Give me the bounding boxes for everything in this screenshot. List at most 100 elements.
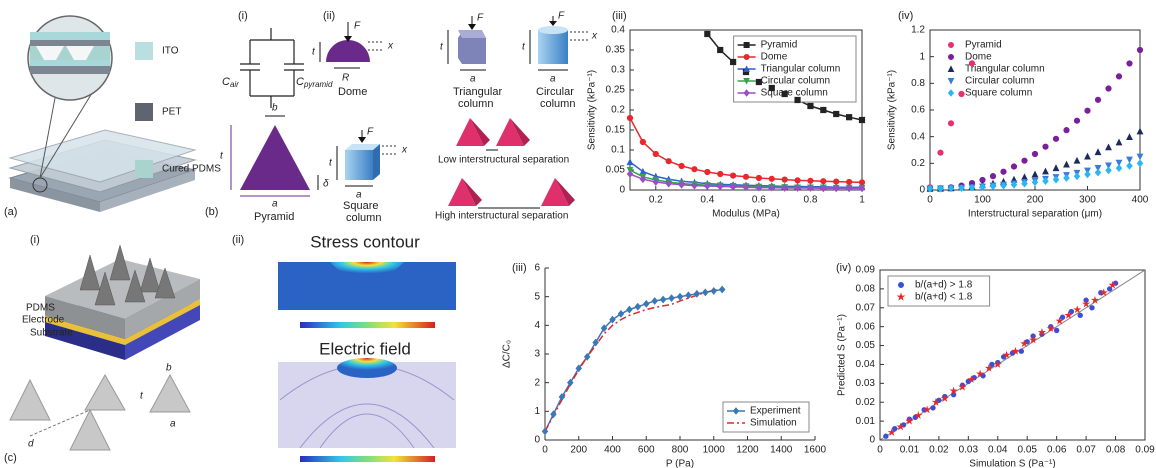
y-tick-label: 0: [869, 435, 875, 446]
legend-label: Dome: [761, 52, 788, 63]
y-tick-label: 0.2: [911, 158, 925, 169]
marker: [1022, 158, 1027, 163]
y-tick-label: 4: [534, 320, 540, 331]
symbol: t: [440, 42, 444, 53]
symbol: t: [220, 151, 224, 162]
y-tick-label: 2: [534, 377, 540, 388]
panel-label: (b): [205, 206, 218, 218]
series-line: [630, 118, 862, 182]
marker: [1013, 349, 1018, 354]
marker: [1019, 349, 1023, 353]
x-axis-title: Modulus (MPa): [712, 209, 780, 220]
x-tick-label: 0.07: [1076, 445, 1096, 456]
x-tick-label: 300: [1079, 195, 1096, 206]
x-tick-label: 0: [927, 195, 933, 206]
legend-marker: [899, 283, 904, 288]
x-tick-label: 0.08: [1106, 445, 1126, 456]
y-axis-title: Sensitivity (kPa⁻¹): [587, 70, 598, 150]
y-axis-title: ΔC/C₀: [502, 340, 513, 368]
legend-label: Pyramid: [761, 40, 798, 51]
y-tick-label: 5: [534, 291, 540, 302]
marker: [627, 171, 632, 177]
layer-label: PDMS: [26, 303, 55, 314]
marker: [1116, 165, 1121, 171]
marker: [743, 174, 748, 179]
marker: [1069, 309, 1073, 313]
marker: [795, 97, 800, 102]
marker: [1127, 134, 1132, 139]
marker: [1085, 108, 1090, 113]
marker: [1054, 328, 1058, 332]
marker: [677, 294, 682, 300]
marker: [931, 406, 935, 410]
marker: [1053, 165, 1058, 170]
y-tick-label: 0.08: [856, 284, 876, 295]
marker: [666, 159, 671, 164]
marker: [669, 295, 674, 301]
marker: [1085, 171, 1090, 177]
legend-label: Pyramid: [965, 40, 1002, 51]
symbol: x: [591, 31, 598, 42]
x-tick-label: 0.09: [1135, 445, 1155, 456]
marker: [1116, 140, 1121, 145]
panel-label: (iv): [836, 262, 851, 274]
material-label: Cured PDMS: [162, 164, 221, 175]
shape-label: Circular: [536, 86, 574, 98]
symbol: x: [401, 145, 408, 156]
marker: [1011, 164, 1016, 169]
symbol: t: [312, 47, 316, 58]
y-tick-label: 0.3: [611, 65, 625, 76]
layer-label: Electrode: [22, 315, 65, 326]
marker: [782, 91, 787, 96]
marker: [1043, 169, 1048, 174]
marker: [769, 176, 774, 181]
marker: [1074, 158, 1079, 163]
shape-label: Square: [343, 200, 378, 212]
symbol: t: [522, 42, 526, 53]
symbol: a: [272, 199, 278, 210]
legend-swatch: [135, 42, 153, 60]
y-tick-label: 0.04: [856, 359, 876, 370]
y-tick-label: 0.2: [611, 105, 625, 116]
legend-label: b/(a+d) > 1.8: [915, 280, 973, 291]
marker: [718, 171, 723, 176]
marker: [1137, 47, 1142, 52]
x-tick-label: 0.03: [959, 445, 979, 456]
legend-marker: [744, 43, 749, 48]
marker: [990, 362, 994, 366]
y-tick-label: 3: [534, 349, 540, 360]
marker: [769, 85, 774, 90]
marker: [808, 103, 813, 108]
x-tick-label: 1400: [770, 445, 793, 456]
x-tick-label: 100: [974, 195, 991, 206]
panel-label: (iii): [512, 262, 527, 274]
marker: [705, 169, 710, 174]
y-tick-label: 1: [919, 51, 925, 62]
y-tick-label: 0.07: [856, 302, 876, 313]
marker: [1095, 149, 1100, 154]
x-tick-label: 0.8: [803, 195, 817, 206]
legend-label: b/(a+d) < 1.8: [915, 292, 973, 303]
x-tick-label: 0.01: [900, 445, 920, 456]
marker: [893, 426, 897, 430]
legend-marker: [949, 43, 954, 48]
marker: [916, 413, 921, 418]
marker: [679, 163, 684, 168]
marker: [1137, 154, 1142, 159]
marker: [652, 298, 657, 304]
marker: [959, 91, 964, 96]
marker: [703, 289, 708, 295]
marker: [692, 167, 697, 172]
x-tick-label: 200: [570, 445, 587, 456]
marker: [1095, 97, 1100, 102]
marker: [948, 121, 953, 126]
marker: [1137, 129, 1142, 134]
marker: [1074, 118, 1079, 123]
x-tick-label: 1600: [804, 445, 827, 456]
symbol: x: [387, 41, 394, 52]
marker: [718, 47, 723, 52]
shape-label: Pyramid: [254, 211, 294, 223]
marker: [1116, 74, 1121, 79]
marker: [1022, 174, 1027, 179]
symbol: a: [550, 74, 556, 85]
